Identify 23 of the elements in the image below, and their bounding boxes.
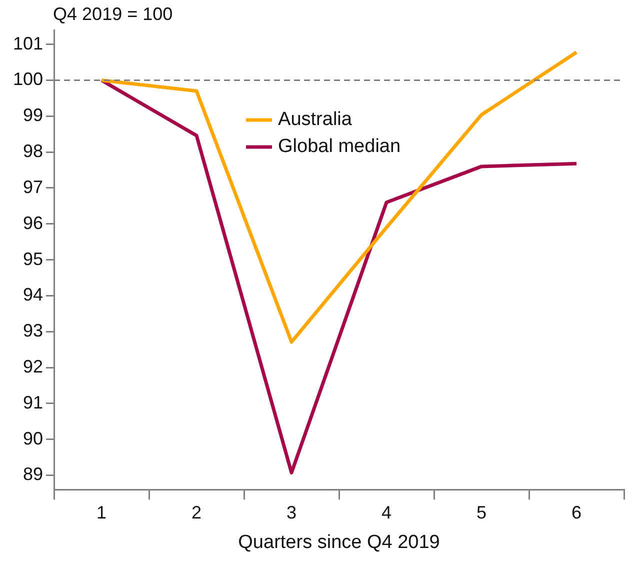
y-tick-label: 98 xyxy=(23,141,44,162)
x-tick-label: 1 xyxy=(96,502,107,522)
y-tick-label: 97 xyxy=(23,176,44,197)
x-axis-title: Quarters since Q4 2019 xyxy=(238,532,440,553)
x-tick-label: 2 xyxy=(192,502,202,522)
y-tick-label: 91 xyxy=(23,392,44,412)
legend-label: Australia xyxy=(278,109,352,130)
y-tick-label: 92 xyxy=(23,356,44,376)
y-tick-label: 96 xyxy=(23,212,44,233)
y-tick-label: 90 xyxy=(23,428,44,448)
y-axis-title: Q4 2019 = 100 xyxy=(53,4,173,24)
legend-label: Global median xyxy=(278,136,401,158)
y-tick-label: 99 xyxy=(23,105,44,126)
y-tick-label: 95 xyxy=(23,248,44,269)
x-tick-label: 5 xyxy=(476,502,487,522)
y-tick-label: 100 xyxy=(12,69,44,90)
x-tick-label: 4 xyxy=(382,502,392,522)
y-tick-label: 101 xyxy=(12,33,44,54)
y-tick-label: 93 xyxy=(23,320,44,341)
y-tick-label: 94 xyxy=(23,284,44,305)
x-tick-label: 6 xyxy=(571,502,582,522)
y-tick-label: 89 xyxy=(23,464,44,484)
x-tick-label: 3 xyxy=(286,502,297,522)
